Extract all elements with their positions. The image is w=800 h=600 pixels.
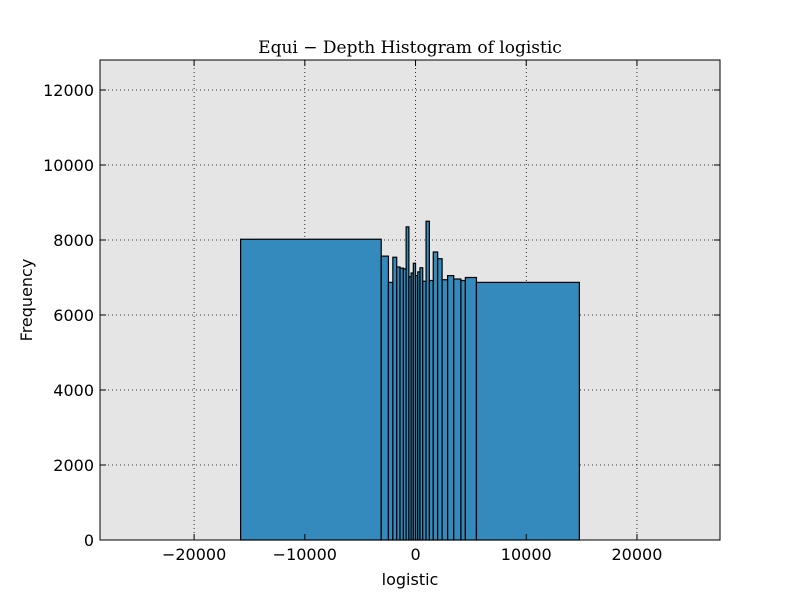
histogram-bar	[437, 258, 443, 541]
y-tick-label: 0	[84, 531, 94, 550]
y-tick-label: 2000	[53, 456, 94, 475]
plot-frame	[99, 59, 721, 541]
histogram-bar	[380, 255, 390, 541]
tick-marks	[100, 60, 720, 541]
chart-title: Equi − Depth Histogram of logistic	[258, 38, 562, 58]
histogram-bar	[447, 275, 455, 541]
histogram-bar	[475, 281, 580, 541]
histogram-bar	[464, 276, 478, 541]
y-tick-label: 12000	[43, 81, 94, 100]
x-axis-label: logistic	[382, 570, 439, 589]
y-tick-labels: 0 2000 4000 6000 8000 10000 12000	[43, 81, 94, 550]
y-tick-label: 10000	[43, 156, 94, 175]
x-tick-label: −20000	[162, 545, 226, 564]
histogram-bar	[460, 279, 466, 541]
histogram-bar	[441, 279, 449, 541]
y-tick-label: 6000	[53, 306, 94, 325]
histogram-bar	[240, 238, 382, 541]
x-tick-label: 20000	[612, 545, 663, 564]
y-tick-label: 8000	[53, 231, 94, 250]
histogram-bar	[432, 251, 439, 541]
bars	[240, 220, 580, 541]
x-tick-label: 10000	[501, 545, 552, 564]
y-axis-label: Frequency	[17, 259, 36, 342]
histogram-bar	[387, 281, 394, 541]
y-tick-label: 4000	[53, 381, 94, 400]
x-tick-label: 0	[410, 545, 420, 564]
histogram-bar	[453, 278, 462, 541]
x-tick-labels: −20000 −10000 0 10000 20000	[162, 545, 662, 564]
x-tick-label: −10000	[273, 545, 337, 564]
